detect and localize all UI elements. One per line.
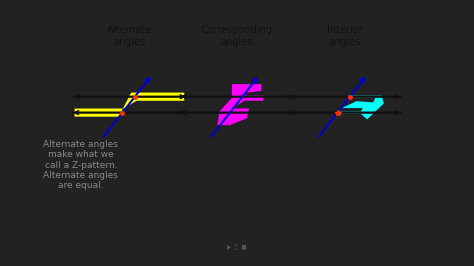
Text: Alternate angles
make what we
call a Z-pattern.
Alternate angles
are equal.: Alternate angles make what we call a Z-p… — [44, 140, 118, 190]
Text: Alternate
angles: Alternate angles — [107, 25, 152, 47]
Text: Corresponding
angles: Corresponding angles — [201, 25, 273, 47]
Text: ▶  ⏸  ■: ▶ ⏸ ■ — [227, 245, 247, 251]
Polygon shape — [74, 93, 184, 117]
Text: The diagrams below show special angles in pairs.: The diagrams below show special angles i… — [108, 16, 366, 26]
Polygon shape — [218, 84, 264, 125]
Polygon shape — [336, 95, 384, 119]
Text: Interior
angles: Interior angles — [327, 25, 363, 47]
